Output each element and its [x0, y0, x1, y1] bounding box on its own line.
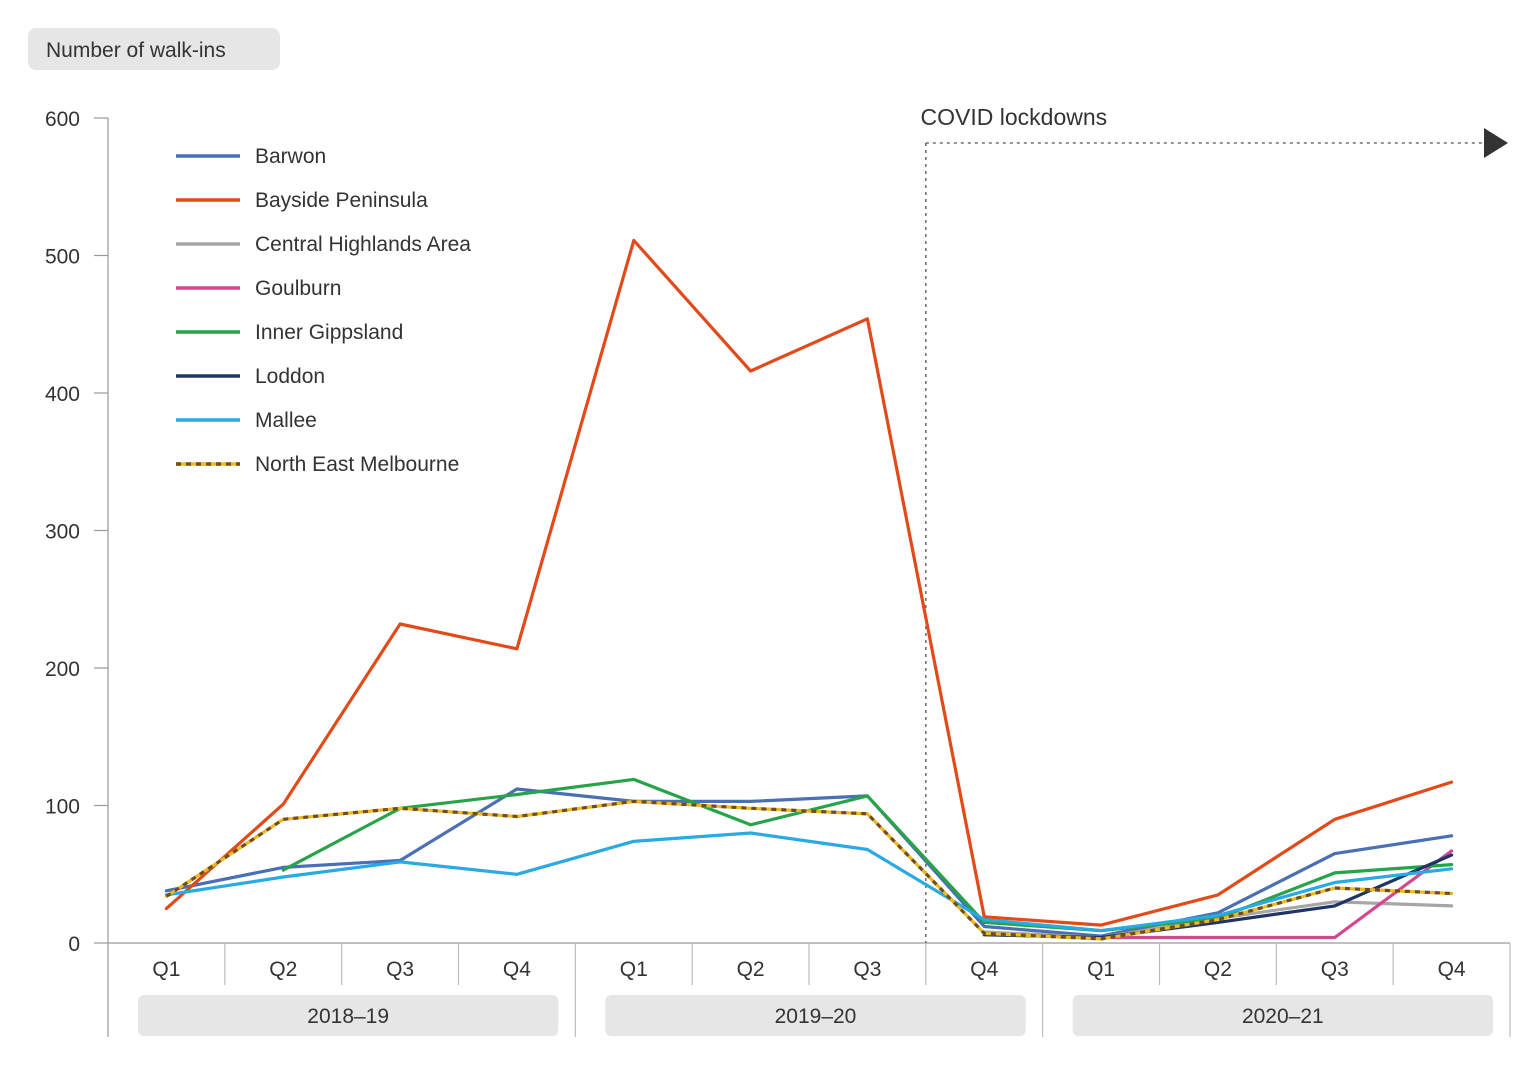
y-tick-label: 100: [45, 796, 80, 819]
legend-label-central-highlands-area: Central Highlands Area: [255, 233, 471, 256]
x-tick-label: Q1: [152, 958, 180, 981]
x-tick-label: Q1: [620, 958, 648, 981]
x-tick-label: Q3: [853, 958, 881, 981]
series-line-bayside-peninsula: [164, 238, 1454, 927]
year-group-label: 2018–19: [307, 1005, 389, 1028]
year-group-badge: [605, 995, 1026, 1036]
y-tick-label: 600: [45, 108, 80, 131]
x-tick-label: Q3: [1321, 958, 1349, 981]
y-axis-label-text: Number of walk-ins: [46, 39, 226, 62]
covid-annotation: COVID lockdowns: [921, 104, 1508, 943]
y-tick-label: 0: [68, 933, 80, 956]
x-tick-label: Q3: [386, 958, 414, 981]
y-tick-label: 300: [45, 521, 80, 544]
x-tick-label: Q2: [1204, 958, 1232, 981]
year-groups: 2018–19 2019–20 2020–21: [138, 995, 1493, 1036]
y-axis-label: Number of walk-ins: [28, 28, 280, 70]
x-tick-label: Q4: [503, 958, 531, 981]
covid-annotation-arrowhead: [1484, 128, 1508, 158]
legend-label-goulburn: Goulburn: [255, 277, 341, 300]
y-ticks: 0 100 200 300 400 500 600: [45, 108, 108, 956]
x-ticks: Q1 Q2 Q3 Q4 Q1 Q2 Q3 Q4 Q1 Q2 Q3 Q4: [152, 943, 1511, 1037]
year-group-label: 2019–20: [775, 1005, 857, 1028]
x-tick-label: Q4: [970, 958, 998, 981]
legend-label-loddon: Loddon: [255, 365, 325, 388]
y-tick-label: 400: [45, 383, 80, 406]
y-axis-label-badge: [28, 28, 280, 70]
x-tick-label: Q4: [1438, 958, 1466, 981]
year-group-badge: [138, 995, 559, 1036]
series-line-inner-gippsland: [281, 777, 1454, 933]
series-line-goulburn: [1099, 849, 1454, 940]
series-line-barwon: [164, 787, 1454, 938]
legend-label-bayside-peninsula: Bayside Peninsula: [255, 189, 428, 212]
series-lines: [164, 238, 1454, 941]
legend-label-inner-gippsland: Inner Gippsland: [255, 321, 403, 344]
legend-label-north-east-melbourne: North East Melbourne: [255, 453, 459, 476]
legend: Barwon Bayside Peninsula Central Highlands…: [176, 145, 471, 476]
series-line-north-east-melbourne: [164, 799, 1454, 941]
series-line-mallee: [164, 831, 1454, 933]
legend-label-mallee: Mallee: [255, 409, 317, 432]
covid-annotation-label: COVID lockdowns: [921, 104, 1108, 130]
legend-label-barwon: Barwon: [255, 145, 326, 168]
y-tick-label: 500: [45, 246, 80, 269]
year-group-label: 2020–21: [1242, 1005, 1324, 1028]
x-tick-label: Q2: [269, 958, 297, 981]
year-group-badge: [1072, 995, 1493, 1036]
x-tick-label: Q2: [737, 958, 765, 981]
x-tick-label: Q1: [1087, 958, 1115, 981]
y-tick-label: 200: [45, 658, 80, 681]
